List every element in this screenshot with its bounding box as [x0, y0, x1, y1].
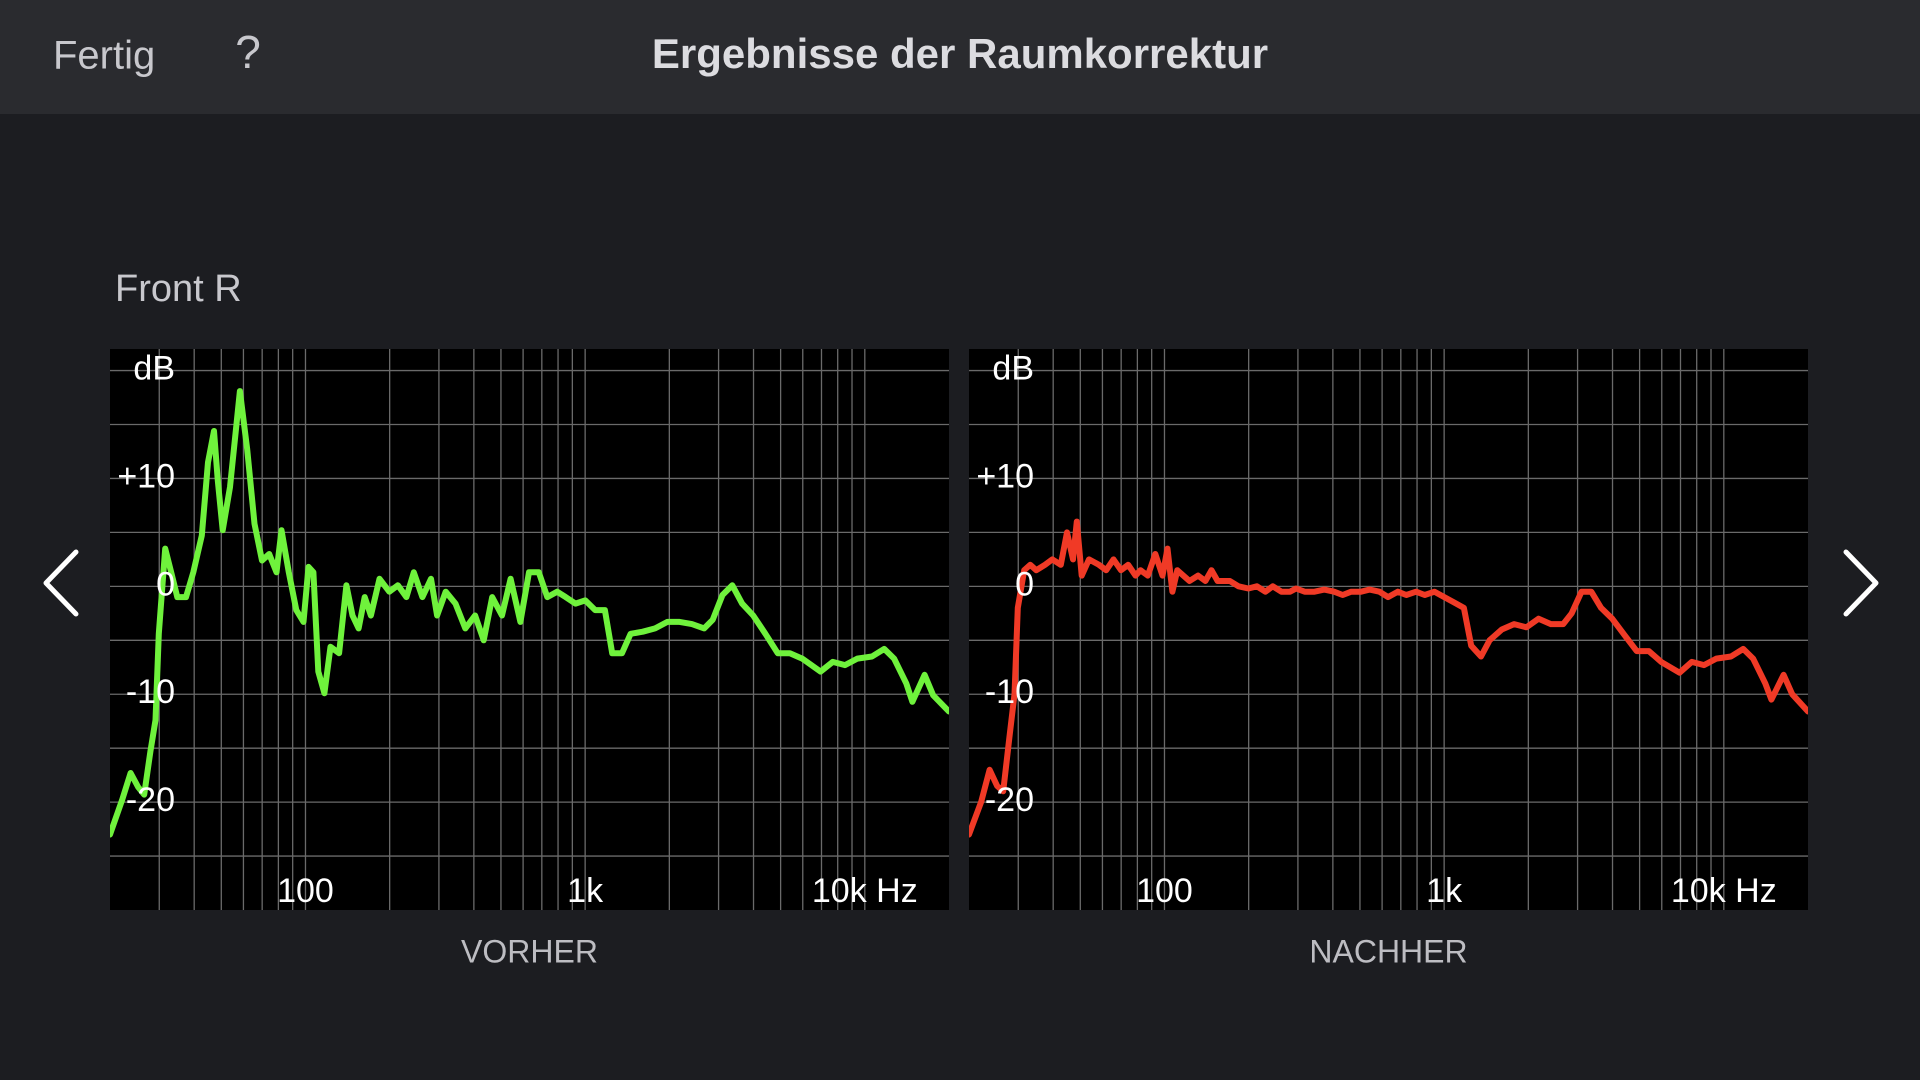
page-title: Ergebnisse der Raumkorrektur — [652, 30, 1268, 77]
frequency-chart: dB +10 0 -10 -20 100 1k 10k Hz NACHHER — [969, 349, 1808, 969]
x-tick-label: 100 — [277, 872, 334, 910]
chart-caption: NACHHER — [1309, 933, 1467, 969]
y-tick-label: -20 — [126, 781, 175, 819]
x-tick-label: 1k — [567, 872, 604, 910]
x-tick-label: 10k Hz — [1671, 872, 1777, 910]
frequency-chart: dB +10 0 -10 -20 100 1k 10k Hz VORHER — [110, 349, 949, 969]
x-tick-label: 100 — [1136, 872, 1193, 910]
y-tick-label: 0 — [156, 565, 175, 603]
y-tick-label: -10 — [126, 673, 175, 711]
speaker-name: Front R — [115, 268, 242, 310]
chart-caption: VORHER — [461, 933, 598, 969]
y-tick-label: -10 — [985, 673, 1034, 711]
plot-background — [110, 349, 949, 910]
x-tick-label: 1k — [1426, 872, 1463, 910]
x-tick-label: 10k Hz — [812, 872, 918, 910]
y-tick-label: -20 — [985, 781, 1034, 819]
previous-arrow[interactable] — [43, 549, 79, 617]
y-tick-label: +10 — [117, 457, 175, 495]
header-bar — [0, 0, 1920, 114]
y-tick-label: dB — [992, 350, 1034, 388]
plot-background — [969, 349, 1808, 910]
response-curve — [110, 388, 949, 838]
help-button[interactable]: ? — [235, 26, 261, 78]
done-button[interactable]: Fertig — [53, 34, 155, 78]
y-tick-label: +10 — [976, 457, 1034, 495]
y-tick-label: dB — [133, 350, 175, 388]
next-arrow[interactable] — [1843, 549, 1879, 617]
y-tick-label: 0 — [1015, 565, 1034, 603]
response-curve — [969, 518, 1808, 838]
